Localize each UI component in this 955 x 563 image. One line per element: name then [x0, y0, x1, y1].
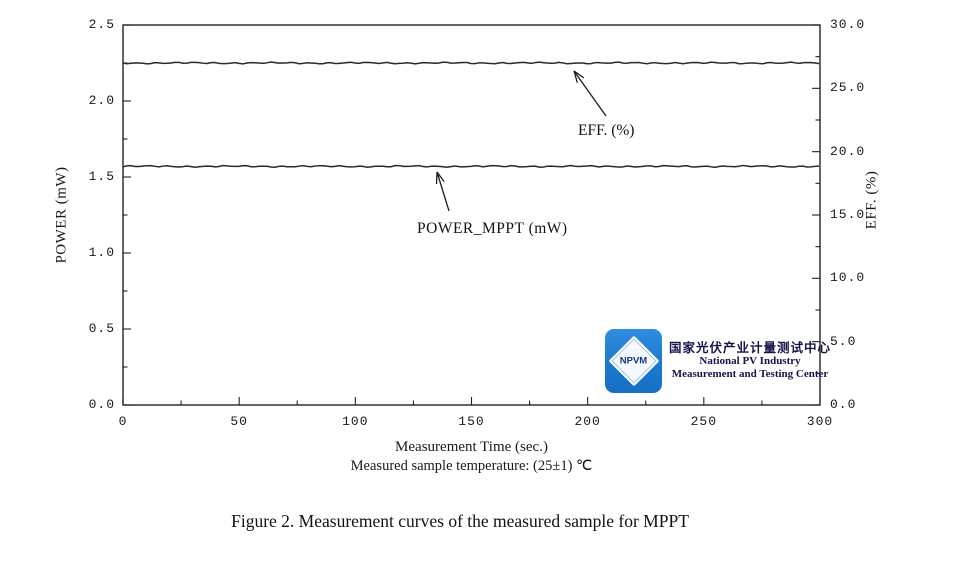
figure-caption: Figure 2. Measurement curves of the meas…	[231, 511, 689, 531]
npvm-acronym: NPVM	[619, 355, 648, 367]
mppt-measurement-chart: 0.0 0.5 1.0 1.5 2.0 2.5 0.0 5.0 10.0 15.0 20.0 25.0…	[53, 17, 880, 474]
tick-label: 0.0	[88, 397, 115, 412]
annotation-arrow	[436, 171, 450, 212]
tick-label: 25.0	[830, 80, 866, 96]
tick-label: 0	[118, 414, 128, 429]
tick-label: 5.0	[830, 333, 857, 349]
tick-label: 20.0	[830, 143, 866, 159]
tick-label: 1.0	[88, 245, 115, 260]
annotation-power-mppt-label: POWER_MPPT (mW)	[417, 220, 568, 237]
series-line-0	[122, 61, 820, 65]
annotation-arrowhead	[573, 70, 578, 83]
tick-label: 15.0	[830, 207, 866, 222]
tick-label: 0.5	[88, 321, 115, 336]
right-axis-title: EFF. (%)	[863, 170, 880, 230]
tick-label: 30.0	[830, 17, 866, 32]
tick-label: 2.0	[88, 93, 115, 108]
tick-label: 150	[458, 414, 485, 429]
temperature-note: Measured sample temperature: (25±1) ℃	[350, 458, 593, 474]
npvm-logo-text: 国家光伏产业计量测试中心 National PV Industry Measur…	[669, 341, 831, 382]
npvm-name-chinese: 国家光伏产业计量测试中心	[669, 340, 832, 355]
annotation-arrowhead	[436, 171, 445, 183]
tick-label: 200	[574, 414, 601, 429]
npvm-name-english-line2: Measurement and Testing Center	[671, 368, 829, 381]
tick-label: 50	[230, 414, 248, 429]
tick-label: 300	[806, 414, 834, 429]
tick-label: 10.0	[830, 270, 866, 286]
annotation-arrow	[573, 70, 607, 117]
left-axis-title: POWER (mW)	[53, 166, 70, 264]
tick-label: 1.5	[88, 169, 115, 184]
annotation-arrowhead	[573, 70, 585, 79]
npvm-name-english-line1: National PV Industry	[699, 355, 801, 368]
tick-label: 250	[690, 414, 718, 429]
chart-canvas	[122, 24, 821, 406]
npvm-logo-icon: NPVM	[605, 329, 662, 393]
npvm-logo: NPVM 国家光伏产业计量测试中心 National PV Industry M…	[605, 329, 831, 393]
tick-label: 100	[342, 414, 369, 429]
x-axis-title: Measurement Time (sec.)	[395, 439, 548, 455]
tick-label: 0.0	[830, 397, 857, 412]
annotation-eff-label: EFF. (%)	[578, 122, 635, 139]
tick-label: 2.5	[88, 17, 115, 32]
series-line-1	[122, 164, 820, 169]
